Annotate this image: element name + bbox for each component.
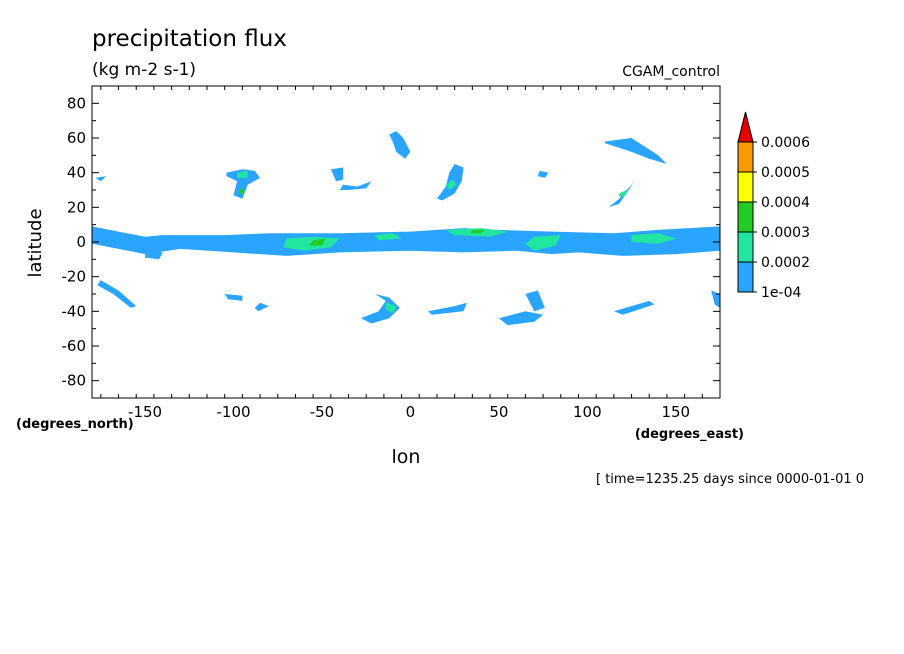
contour-region-12 bbox=[339, 181, 372, 190]
contour-region-18 bbox=[619, 190, 627, 197]
colorbar-label: 1e-04 bbox=[761, 285, 801, 301]
y-axis: 80 60 40 20 0 -20 -40 -60 -80 bbox=[62, 85, 720, 399]
colorbar-extend-arrow bbox=[737, 111, 754, 143]
x-tick-label: -50 bbox=[310, 403, 335, 421]
y-tick-label: -60 bbox=[62, 337, 87, 355]
contour-region-30 bbox=[711, 290, 720, 308]
colorbar-box bbox=[737, 171, 754, 203]
contour-region-25 bbox=[385, 302, 397, 314]
x-tick-label: 100 bbox=[573, 403, 602, 421]
colorbar-label: 0.0002 bbox=[761, 255, 810, 271]
contour-region-28 bbox=[525, 290, 545, 312]
y-axis-title: latitude bbox=[25, 208, 46, 277]
colorbar-box bbox=[737, 231, 754, 263]
x-tick-label: 0 bbox=[406, 403, 416, 421]
time-annotation: [ time=1235.25 days since 0000-01-01 0 bbox=[596, 472, 864, 487]
colorbar-box bbox=[737, 201, 754, 233]
contour-region-8 bbox=[226, 169, 261, 199]
contour-region-3 bbox=[525, 235, 561, 251]
y-tick-label: -20 bbox=[62, 268, 87, 286]
y-tick-label: 40 bbox=[67, 164, 86, 182]
colorbar-label: 0.0003 bbox=[761, 225, 810, 241]
y-tick-label: -80 bbox=[62, 372, 87, 390]
x-units-label: (degrees_east) bbox=[635, 427, 744, 442]
contour-region-21 bbox=[97, 280, 137, 308]
colorbar-box bbox=[737, 261, 754, 293]
contour-regions bbox=[92, 131, 720, 326]
contour-region-13 bbox=[389, 131, 411, 159]
contour-region-5 bbox=[375, 233, 402, 241]
contour-region-6 bbox=[309, 238, 326, 246]
chart-subtitle: (kg m-2 s-1) bbox=[92, 60, 196, 80]
x-tick-label: -150 bbox=[128, 403, 162, 421]
contour-region-22 bbox=[224, 294, 243, 301]
x-tick-label: 50 bbox=[489, 403, 508, 421]
x-tick-label: 150 bbox=[661, 403, 690, 421]
contour-region-19 bbox=[95, 176, 107, 182]
contour-region-9 bbox=[237, 170, 248, 178]
contour-region-11 bbox=[330, 167, 344, 182]
contour-region-32 bbox=[145, 250, 163, 260]
chart-title: precipitation flux bbox=[92, 26, 287, 52]
contour-region-0 bbox=[92, 226, 720, 256]
colorbar: 1e-04 0.0002 0.0003 0.0004 0.0005 0.0006 bbox=[737, 111, 810, 301]
colorbar-label: 0.0006 bbox=[761, 135, 810, 151]
x-tick-label: -100 bbox=[216, 403, 250, 421]
contour-region-26 bbox=[428, 302, 467, 315]
contour-region-27 bbox=[498, 311, 544, 326]
contour-region-10 bbox=[238, 188, 245, 194]
y-tick-label: -40 bbox=[62, 302, 87, 320]
contour-region-16 bbox=[605, 138, 667, 164]
y-tick-label: 80 bbox=[67, 94, 86, 112]
contour-region-20 bbox=[537, 170, 549, 178]
colorbar-box bbox=[737, 141, 754, 173]
contour-region-7 bbox=[470, 229, 485, 234]
colorbar-label: 0.0005 bbox=[761, 165, 810, 181]
experiment-label: CGAM_control bbox=[622, 64, 720, 80]
contour-region-29 bbox=[613, 300, 655, 315]
x-axis-title: lon bbox=[392, 446, 421, 468]
contour-region-15 bbox=[445, 179, 457, 190]
y-units-label: (degrees_north) bbox=[16, 417, 134, 432]
contour-region-24 bbox=[360, 294, 400, 324]
y-tick-label: 0 bbox=[76, 233, 86, 251]
colorbar-label: 0.0004 bbox=[761, 195, 810, 211]
contour-region-4 bbox=[631, 233, 676, 244]
contour-region-31 bbox=[516, 231, 528, 239]
contour-region-23 bbox=[254, 302, 269, 312]
y-tick-label: 20 bbox=[67, 198, 86, 216]
x-axis: -150 -100 -50 0 50 100 150 bbox=[100, 86, 721, 421]
y-tick-label: 60 bbox=[67, 129, 86, 147]
